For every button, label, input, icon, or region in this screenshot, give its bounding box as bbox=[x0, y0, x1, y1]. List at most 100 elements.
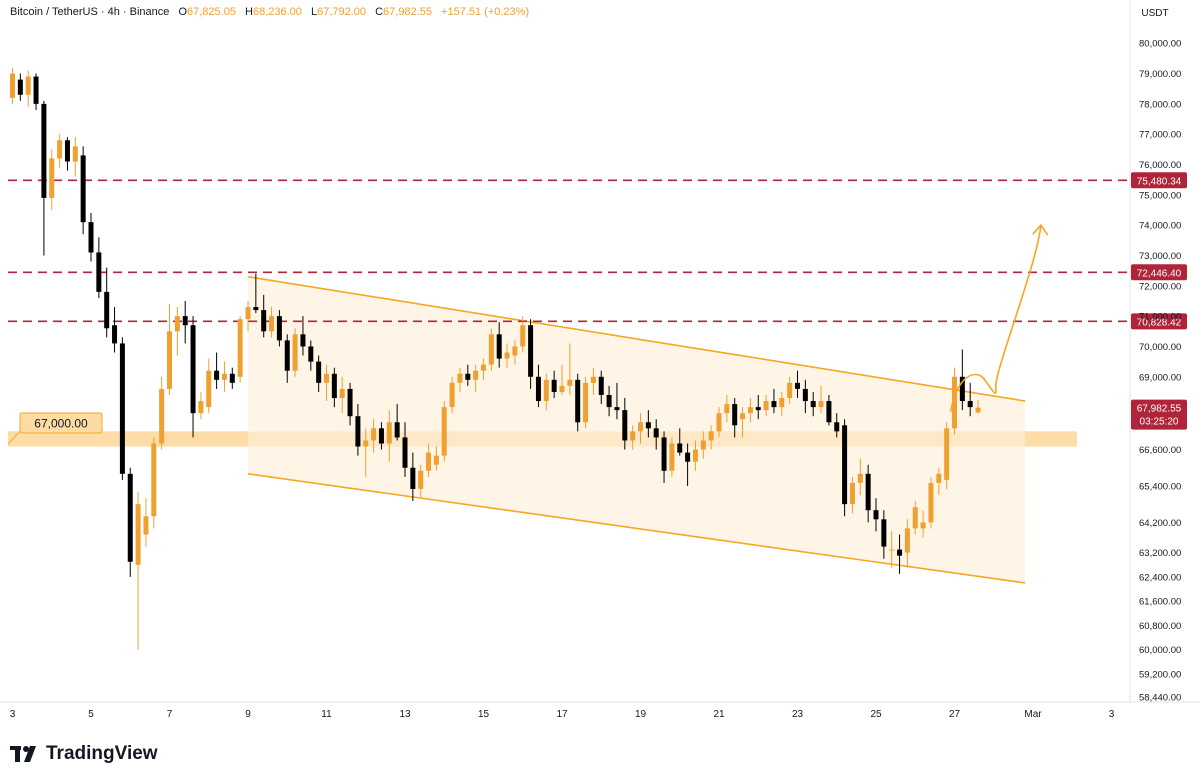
y-tick-label-1: 79,000.00 bbox=[1139, 69, 1181, 80]
candle-body-64 bbox=[512, 346, 518, 356]
candle-body-75 bbox=[598, 376, 604, 395]
candle-body-48 bbox=[386, 422, 392, 444]
candle-body-97 bbox=[771, 401, 777, 408]
tradingview-logo-icon bbox=[10, 746, 36, 762]
y-tick-label-9: 71,000.00 bbox=[1139, 312, 1181, 323]
candle-body-6 bbox=[57, 140, 63, 159]
current-price-label: 67,982.55 bbox=[1137, 404, 1182, 415]
candle-body-122 bbox=[967, 401, 973, 408]
x-tick-label-13: Mar bbox=[1024, 709, 1042, 720]
x-tick-label-9: 21 bbox=[713, 709, 725, 720]
candle-body-81 bbox=[645, 422, 651, 429]
candle-body-71 bbox=[567, 379, 573, 386]
candle-body-41 bbox=[331, 373, 337, 399]
candle-body-119 bbox=[944, 428, 950, 480]
candle-body-72 bbox=[575, 379, 581, 423]
axes-layer: 75,480.34 72,446.40 70,828.42 USDT 80,000.00… bbox=[0, 0, 1200, 720]
resistance-tag-label-2: 72,446.40 bbox=[1137, 268, 1182, 279]
candle-body-68 bbox=[543, 379, 549, 402]
candle-body-19 bbox=[159, 388, 165, 444]
candle-body-77 bbox=[614, 407, 620, 411]
close-value: 67,982.55 bbox=[383, 6, 432, 18]
candle-body-1 bbox=[17, 79, 23, 95]
candle-body-87 bbox=[692, 449, 698, 462]
candle-body-23 bbox=[190, 325, 196, 414]
candle-body-79 bbox=[630, 431, 636, 441]
candle-body-96 bbox=[763, 401, 769, 411]
candle-body-76 bbox=[606, 394, 612, 408]
candle-body-117 bbox=[928, 482, 934, 523]
projection-path bbox=[949, 225, 1042, 412]
y-tick-label-6: 74,000.00 bbox=[1139, 221, 1181, 232]
candle-body-120 bbox=[952, 376, 957, 429]
candle-body-36 bbox=[292, 334, 298, 371]
candle-body-113 bbox=[897, 549, 903, 556]
candle-body-43 bbox=[347, 388, 353, 417]
candle-body-32 bbox=[261, 310, 267, 332]
candle-body-53 bbox=[426, 452, 432, 471]
candle-body-34 bbox=[276, 316, 282, 341]
x-tick-label-14: 3 bbox=[1109, 709, 1115, 720]
high-value: 68,236.00 bbox=[252, 6, 302, 18]
x-tick-label-8: 19 bbox=[635, 709, 647, 720]
candle-body-101 bbox=[802, 388, 808, 402]
y-tick-label-3: 77,000.00 bbox=[1139, 130, 1181, 141]
projection-arrowhead bbox=[1032, 223, 1049, 236]
open-label: O bbox=[178, 6, 188, 18]
candle-body-26 bbox=[214, 370, 220, 380]
x-tick-label-2: 7 bbox=[167, 709, 173, 720]
candle-body-109 bbox=[865, 473, 871, 511]
candle-body-42 bbox=[339, 388, 345, 399]
candle-body-10 bbox=[88, 222, 94, 253]
y-tick-label-18: 61,600.00 bbox=[1139, 597, 1181, 608]
candle-body-100 bbox=[795, 382, 800, 389]
candle-body-46 bbox=[371, 428, 377, 441]
x-tick-label-1: 5 bbox=[88, 709, 94, 720]
candle-body-14 bbox=[119, 343, 125, 474]
candle-body-92 bbox=[732, 404, 738, 426]
low-value: 67,792.00 bbox=[317, 6, 367, 18]
y-tick-label-7: 73,000.00 bbox=[1139, 251, 1181, 262]
candle-body-18 bbox=[151, 443, 157, 517]
candle-body-13 bbox=[112, 325, 118, 344]
current-price-tag bbox=[1131, 399, 1187, 430]
close-label: C bbox=[375, 6, 384, 18]
y-tick-label-5: 75,000.00 bbox=[1139, 190, 1181, 201]
candle-body-85 bbox=[677, 443, 683, 453]
y-tick-label-16: 63,200.00 bbox=[1139, 548, 1181, 559]
resistance-tag-2 bbox=[1131, 264, 1187, 281]
resistance-tag-1 bbox=[1131, 172, 1187, 189]
candle-body-3 bbox=[33, 76, 39, 104]
y-tick-label-15: 64,200.00 bbox=[1139, 518, 1181, 529]
tradingview-brand[interactable]: TradingView bbox=[10, 742, 158, 766]
candle-body-86 bbox=[685, 452, 691, 462]
candle-body-59 bbox=[473, 370, 479, 380]
candle-body-22 bbox=[182, 316, 188, 326]
candle-body-102 bbox=[810, 401, 816, 408]
candle-body-73 bbox=[583, 382, 589, 423]
support-label-box bbox=[19, 412, 103, 434]
candle-body-17 bbox=[143, 516, 149, 535]
candle-body-47 bbox=[378, 428, 384, 444]
candle-body-112 bbox=[889, 549, 895, 551]
candle-body-27 bbox=[221, 373, 227, 380]
candle-body-90 bbox=[716, 413, 722, 432]
resistance-tag-label-1: 75,480.34 bbox=[1137, 176, 1182, 187]
current-price-countdown: 03:25:20 bbox=[1140, 417, 1179, 428]
candle-body-80 bbox=[638, 422, 643, 432]
symbol-title: Bitcoin / TetherUS · 4h · Binance bbox=[10, 6, 170, 18]
candle-body-103 bbox=[818, 401, 824, 408]
y-tick-label-10: 70,000.00 bbox=[1139, 342, 1181, 353]
candle-body-2 bbox=[25, 76, 31, 95]
y-tick-label-14: 65,400.00 bbox=[1139, 481, 1181, 492]
candle-body-116 bbox=[920, 522, 926, 529]
candle-body-45 bbox=[363, 440, 369, 447]
y-tick-label-17: 62,400.00 bbox=[1139, 572, 1181, 583]
candle-body-123 bbox=[975, 407, 981, 413]
candle-body-29 bbox=[237, 319, 243, 377]
support-label-text: 67,000.00 bbox=[34, 416, 88, 430]
candle-body-60 bbox=[481, 364, 486, 371]
candle-body-88 bbox=[700, 440, 706, 450]
